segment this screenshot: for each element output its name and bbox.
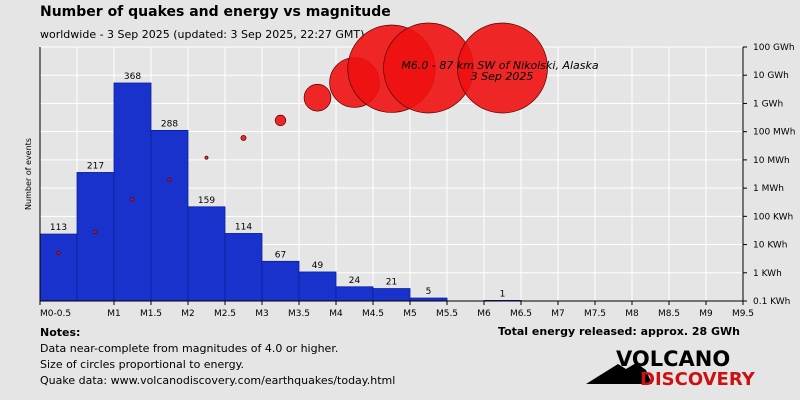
logo-text-volcano: VOLCANO [616, 347, 730, 371]
bar-value-label: 368 [124, 72, 141, 82]
notes-line: Size of circles proportional to energy. [40, 358, 245, 371]
bar-value-label: 113 [50, 223, 67, 233]
energy-tick-label: 10 MWh [753, 156, 790, 166]
histogram-bar [113, 82, 152, 302]
chart-subtitle: worldwide - 3 Sep 2025 (updated: 3 Sep 2… [40, 28, 365, 41]
energy-tick-label: 10 KWh [753, 241, 788, 251]
energy-tick-label: 100 GWh [753, 43, 795, 53]
energy-circle [93, 229, 98, 234]
energy-tick-label: 1 GWh [753, 99, 783, 109]
x-tick-label: M4 [329, 309, 343, 319]
x-tick-label: M9 [699, 309, 713, 319]
total-energy: Total energy released: approx. 28 GWh [498, 325, 740, 338]
energy-tick-label: 10 GWh [753, 71, 789, 81]
y-axis-label: Number of events [24, 138, 33, 210]
bar-value-label: 217 [87, 161, 104, 171]
bar-value-label: 21 [386, 278, 397, 288]
histogram-bar [39, 233, 78, 302]
notes-line: Quake data: www.volcanodiscovery.com/ear… [40, 374, 396, 387]
bar-value-label: 288 [161, 119, 178, 129]
energy-circle [457, 22, 548, 114]
energy-circle [240, 134, 247, 141]
histogram-bar [187, 206, 226, 302]
notes-heading: Notes: [40, 326, 81, 339]
x-tick-label: M3.5 [288, 309, 310, 319]
notes-line: Data near-complete from magnitudes of 4.… [40, 342, 339, 355]
energy-tick-label: 1 KWh [753, 269, 782, 279]
energy-tick-label: 0.1 KWh [753, 297, 790, 307]
annotation-event: M6.0 - 87 km SW of Nikolski, Alaska [401, 59, 598, 72]
volcanodiscovery-logo: VOLCANO DISCOVERY [586, 347, 756, 388]
x-tick-label: M0-0.5 [40, 309, 71, 319]
energy-circle [167, 177, 172, 182]
bar-value-label: 5 [426, 287, 432, 297]
x-tick-label: M2 [181, 309, 195, 319]
x-tick-label: M4.5 [362, 309, 384, 319]
x-tick-label: M1 [107, 309, 121, 319]
x-tick-label: M5.5 [436, 309, 458, 319]
notes: Notes: Data near-complete from magnitude… [40, 325, 395, 389]
bar-value-label: 24 [349, 276, 361, 286]
x-tick-label: M9.5 [732, 309, 754, 319]
logo-text-discovery: DISCOVERY [640, 369, 756, 388]
volcano-icon [586, 363, 652, 384]
histogram-bar [335, 286, 374, 302]
energy-circle [303, 83, 332, 112]
histogram-bar [372, 288, 411, 302]
bar-value-label: 49 [312, 261, 324, 271]
histogram-bar [298, 271, 337, 302]
histogram-bar [150, 129, 189, 302]
chart-title: Number of quakes and energy vs magnitude [40, 4, 391, 20]
x-tick-label: M6.5 [510, 309, 532, 319]
histogram-bar [261, 260, 300, 302]
x-tick-label: M8.5 [658, 309, 680, 319]
energy-tick-label: 100 KWh [753, 212, 793, 222]
energy-tick-label: 1 MWh [753, 184, 784, 194]
energy-circle [204, 155, 209, 160]
energy-tick-label: 100 MWh [753, 128, 795, 138]
annotation-date: 3 Sep 2025 [471, 70, 534, 83]
histogram-bar [76, 172, 115, 302]
energy-circle [130, 197, 135, 202]
x-tick-label: M1.5 [140, 309, 162, 319]
energy-circle [56, 251, 61, 256]
energy-circle [274, 114, 287, 127]
x-tick-label: M2.5 [214, 309, 236, 319]
bar-value-label: 67 [275, 250, 286, 260]
x-tick-label: M7.5 [584, 309, 606, 319]
bar-value-label: 159 [198, 196, 215, 206]
x-tick-label: M3 [255, 309, 269, 319]
histogram-bar [224, 233, 263, 302]
x-tick-label: M5 [403, 309, 417, 319]
x-tick-label: M8 [625, 309, 639, 319]
x-tick-label: M7 [551, 309, 565, 319]
x-tick-label: M6 [477, 309, 491, 319]
bar-value-label: 1 [500, 289, 506, 299]
bar-value-label: 114 [235, 222, 252, 232]
